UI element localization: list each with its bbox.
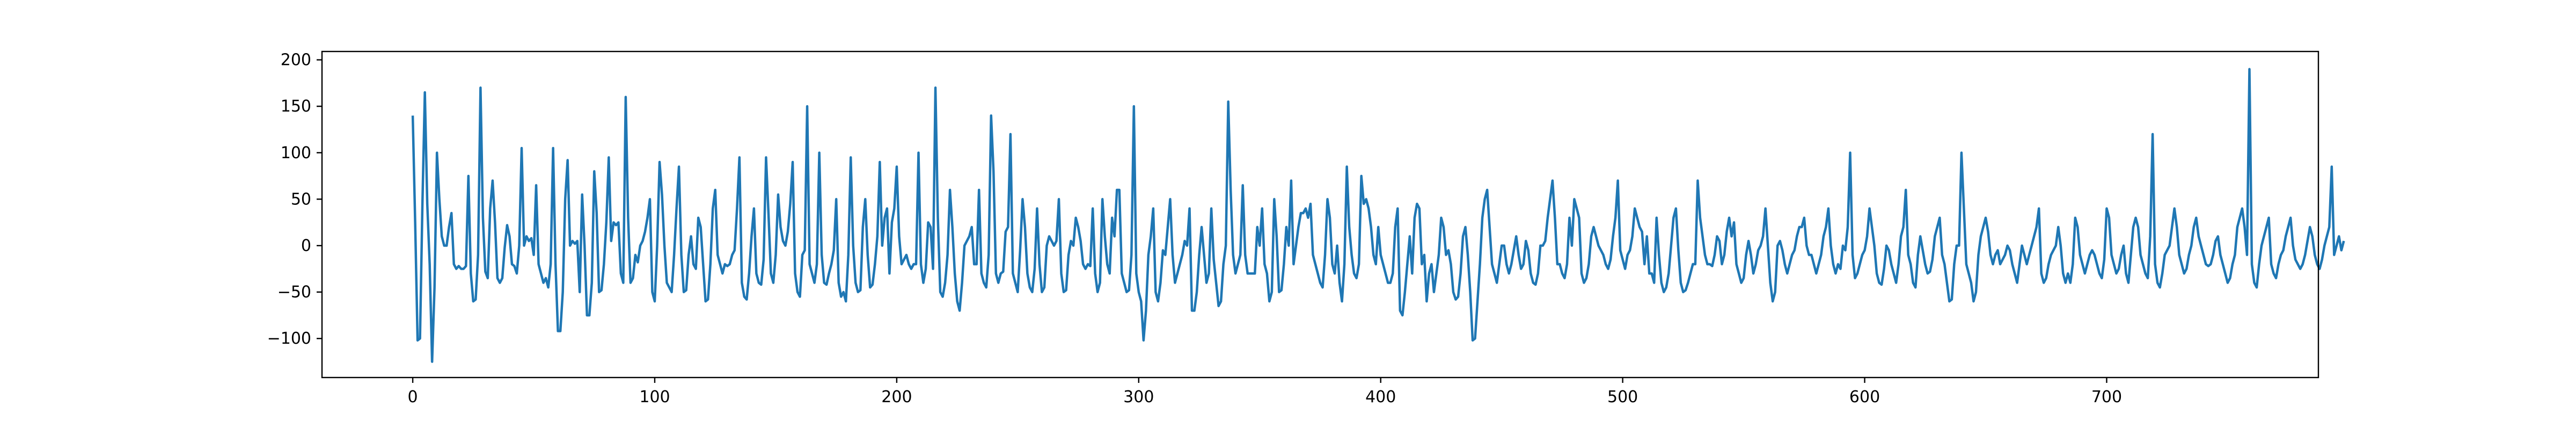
x-tick-label: 0 [408,388,418,406]
x-tick-label: 600 [1849,388,1880,406]
y-tick-label: 100 [281,144,311,162]
y-tick-label: 200 [281,51,311,70]
y-tick-label: 0 [301,236,311,255]
x-tick-label: 100 [639,388,670,406]
y-axis: −100 −50 0 50 100 150 200 [267,51,322,348]
axes-frame [321,50,2319,379]
x-tick-label: 300 [1123,388,1154,406]
plot-area [411,68,2345,363]
x-tick-label: 200 [881,388,912,406]
y-tick-label: −100 [267,329,311,348]
x-axis: 0 100 200 300 400 500 600 700 [408,378,2122,406]
y-tick-label: −50 [277,283,311,302]
x-tick-label: 400 [1365,388,1396,406]
x-tick-label: 500 [1607,388,1638,406]
series-line-0 [411,68,2345,363]
x-tick-label: 700 [2091,388,2122,406]
y-tick-label: 50 [291,190,311,209]
y-tick-label: 150 [281,97,311,116]
